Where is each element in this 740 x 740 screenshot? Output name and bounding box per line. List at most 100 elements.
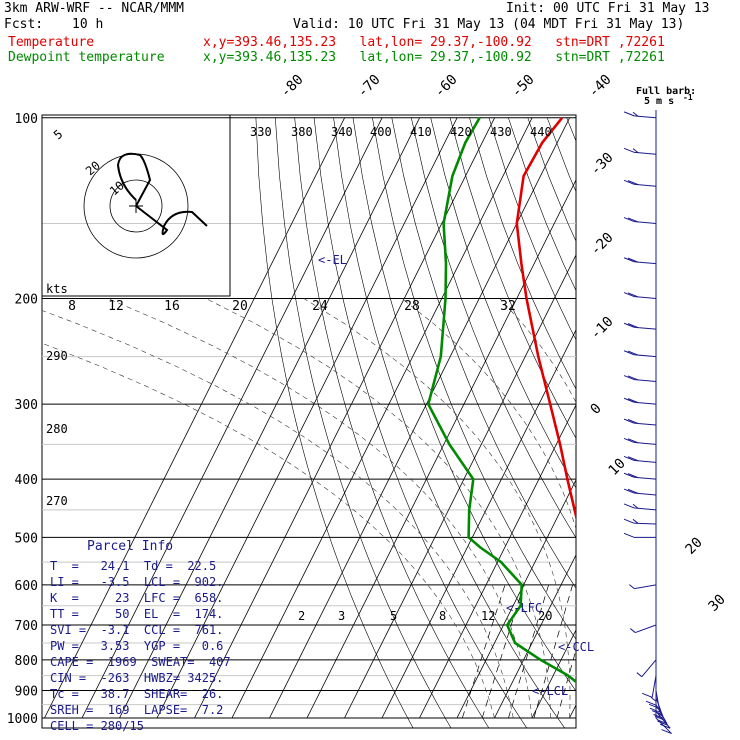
dry-adiabat-line (352, 117, 576, 692)
wind-barb-flag (623, 455, 635, 461)
moist-adiabat-line (42, 310, 514, 719)
wind-barb-flag (623, 179, 635, 185)
mixing-ratio-label: 2 (298, 609, 305, 623)
theta-label: 420 (450, 125, 472, 139)
wind-barb-flag (627, 488, 639, 494)
forecast-hour: 10 h (72, 17, 104, 32)
level-annotation: <-LFC (506, 601, 542, 615)
mixing-ratio-label: 3 (338, 609, 345, 623)
wind-barb-flag (632, 111, 639, 117)
isotherm-label: 0 (588, 401, 605, 418)
hodograph-axis-label: 12 (108, 299, 124, 314)
wind-barb-flag (653, 713, 664, 719)
wind-barb-flag (659, 723, 671, 729)
wind-barb-flag (627, 292, 639, 298)
pressure-label: 1000 (7, 712, 38, 727)
pressure-label: 700 (15, 619, 38, 634)
isotherm-line (81, 117, 383, 719)
wind-barb-flag (632, 148, 639, 154)
wind-barb-flag (627, 473, 639, 479)
isotherm-line (682, 118, 740, 718)
isotherm-label: -50 (509, 72, 538, 101)
isotherm-line (494, 554, 576, 719)
wind-barb-staff (635, 624, 657, 634)
wind-barb-flag (629, 584, 635, 590)
wind-barb-flag (623, 257, 635, 263)
hodograph-speed-label: 20 (83, 158, 103, 178)
isotherm-line (419, 404, 576, 719)
wind-barb-flag (623, 111, 635, 117)
dry-adiabat-line (566, 117, 576, 142)
dry-adiabat-line (664, 118, 740, 731)
wind-barb-flag (623, 488, 635, 494)
wind-barb-flag (623, 418, 635, 424)
mixing-ratio-label: 5 (390, 609, 397, 623)
isotherm-label: 10 (606, 456, 629, 479)
parcel-info-row: CELL = 280/15 (50, 719, 144, 733)
wind-barb-flag (623, 503, 635, 509)
wind-barb-flag (623, 397, 635, 403)
wind-barb-flag (623, 147, 635, 153)
pressure-label: 500 (15, 531, 38, 546)
dry-adiabat-line (372, 117, 576, 640)
hodograph-axis-label: 16 (164, 299, 180, 314)
parcel-info-row: CAPE = 1969 SWEAT= 407 (50, 655, 231, 669)
dry-adiabat-line (508, 117, 576, 292)
isotherm-label: -10 (588, 314, 617, 343)
parcel-info-row: SVI = -3.1 CCL = 761. (50, 623, 224, 637)
theta-label: 430 (490, 125, 512, 139)
dry-adiabat-line (606, 118, 740, 731)
isotherm-label: 20 (683, 535, 706, 558)
temperature-legend: Temperature (8, 35, 95, 50)
wind-barb-flag (627, 180, 639, 186)
mixing-ratio-label: 12 (481, 609, 495, 623)
isotherm-line (645, 118, 740, 718)
hodograph-ring (109, 179, 163, 233)
wind-barb-flag (627, 438, 639, 444)
wind-barb-flag (623, 437, 635, 443)
wind-barb-flag (623, 322, 635, 328)
hodograph-axis-label: 28 (404, 299, 420, 314)
full-barb-exponent: -1 (683, 93, 693, 102)
wind-barb-flag (623, 472, 635, 478)
hodograph-frame (41, 114, 231, 297)
hodograph-axis-label: 24 (312, 299, 328, 314)
dry-adiabat-line (488, 117, 576, 341)
wind-barb-flag (656, 719, 668, 725)
dry-adiabat-line (294, 117, 490, 728)
parcel-info-row: T = 24.1 Td = 22.5 (50, 559, 217, 573)
isotherm-label: -70 (355, 72, 384, 101)
parcel-info-row: K = 23 LFC = 658. (50, 591, 224, 605)
wind-barb-flag (627, 375, 639, 381)
wind-barb-flag (657, 720, 668, 726)
hodograph-trace (116, 152, 208, 236)
temperature-location-info: x,y=393.46,135.23 lat,lon= 29.37,-100.92… (203, 35, 665, 50)
wind-barb-flag (630, 628, 636, 633)
isotherm-line (269, 117, 570, 719)
pressure-label: 300 (15, 398, 38, 413)
wind-barb-flag (645, 700, 657, 706)
dewpoint-location-info: x,y=393.46,135.23 lat,lon= 29.37,-100.92… (203, 50, 665, 65)
dry-adiabat-line (255, 117, 414, 728)
parcel-info-row: TT = 50 EL = 174. (50, 607, 224, 621)
hodograph-speed-label: 5 (51, 127, 66, 142)
profile-line-temperature (515, 116, 576, 522)
wind-barb-staff (655, 697, 664, 719)
wind-barb-flag (623, 217, 635, 223)
wind-barb-flag (627, 217, 639, 223)
wind-barb-flag (650, 696, 657, 702)
dry-adiabat-line (313, 117, 528, 728)
wind-barb-flag (623, 532, 635, 538)
dewpoint-legend: Dewpoint temperature (8, 50, 165, 65)
hodograph-speed-label: 10 (107, 178, 127, 198)
wind-barb-staff (655, 690, 661, 713)
theta-label: 340 (331, 125, 353, 139)
level-annotation: <-LCL (532, 684, 568, 698)
wind-barb-flag (641, 692, 653, 698)
moist-adiabat-line (107, 298, 533, 719)
isotherm-label: -20 (588, 230, 617, 259)
parcel-info-panel: Parcel Info T = 24.1 Td = 22.5 LI = -3.5 … (42, 537, 232, 733)
dry-adiabat-line (430, 117, 576, 489)
wind-barb-flag (627, 398, 639, 404)
isotherm-line (231, 117, 533, 719)
